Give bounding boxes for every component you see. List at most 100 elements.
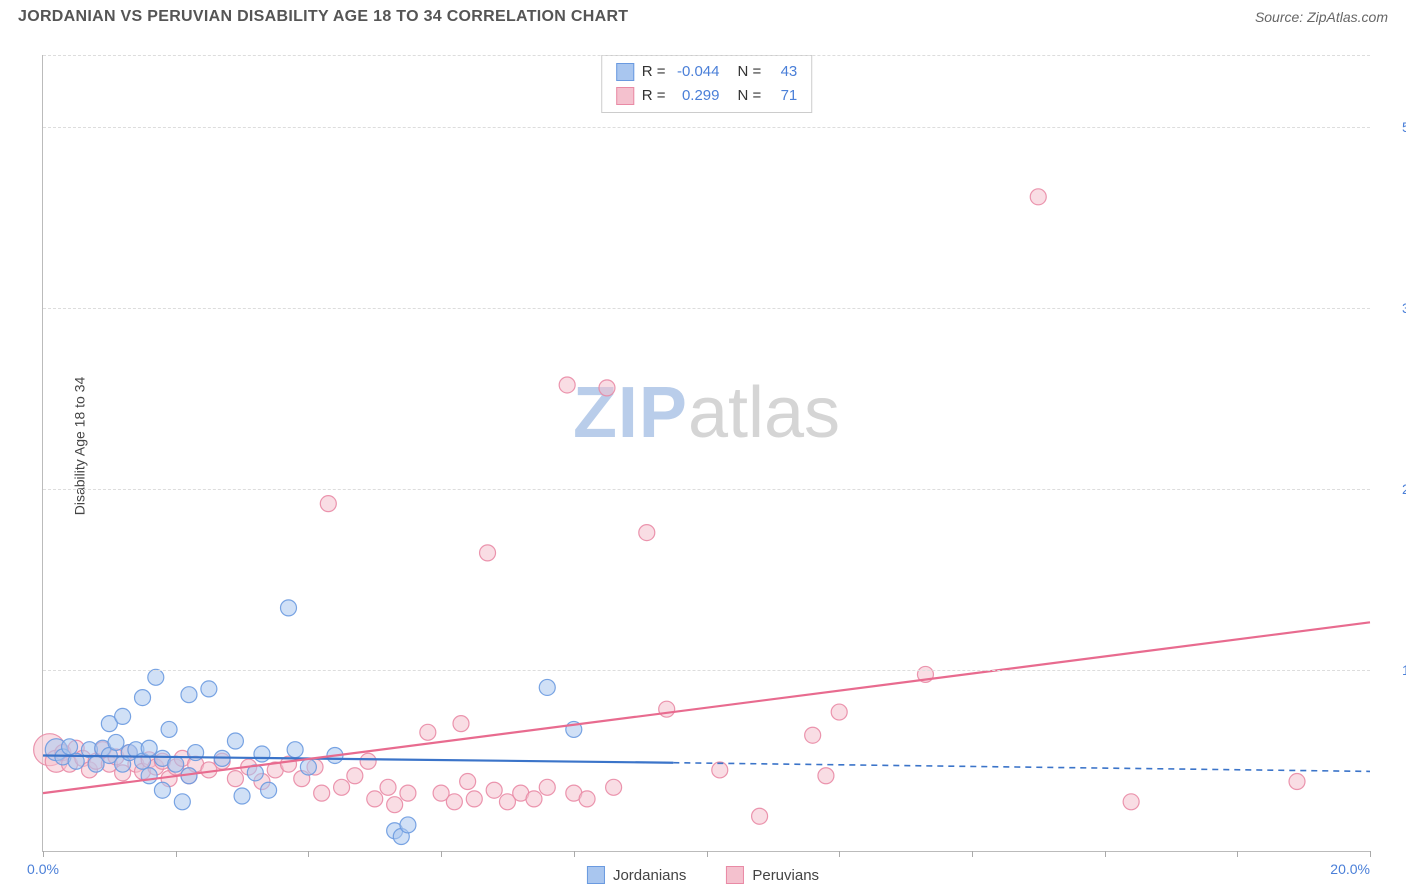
data-point (314, 785, 330, 801)
data-point (148, 669, 164, 685)
data-point (420, 724, 436, 740)
trend-line-peruvians (43, 622, 1370, 793)
data-point (347, 768, 363, 784)
x-tick (308, 851, 309, 857)
y-tick-label: 50.0% (1402, 119, 1406, 135)
data-point (387, 797, 403, 813)
x-tick (441, 851, 442, 857)
series-peruvians (34, 189, 1305, 824)
data-point (818, 768, 834, 784)
data-point (1289, 774, 1305, 790)
data-point (579, 791, 595, 807)
data-point (280, 600, 296, 616)
data-point (227, 771, 243, 787)
data-point (141, 740, 157, 756)
data-point (1123, 794, 1139, 810)
y-tick-label: 37.5% (1402, 300, 1406, 316)
x-tick-label: 20.0% (1330, 861, 1370, 877)
data-point (181, 687, 197, 703)
source-attribution: Source: ZipAtlas.com (1255, 9, 1388, 25)
data-point (201, 681, 217, 697)
data-point (161, 721, 177, 737)
data-point (831, 704, 847, 720)
data-point (539, 779, 555, 795)
gridline (43, 670, 1370, 671)
x-tick (972, 851, 973, 857)
data-point (141, 768, 157, 784)
data-point (712, 762, 728, 778)
legend-label: Jordanians (613, 867, 686, 884)
x-tick (1237, 851, 1238, 857)
x-tick-label: 0.0% (27, 861, 59, 877)
legend-swatch (726, 866, 744, 884)
stats-n-value: 43 (769, 60, 797, 84)
data-point (526, 791, 542, 807)
legend-swatch (616, 63, 634, 81)
stats-n-value: 71 (769, 84, 797, 108)
gridline (43, 127, 1370, 128)
data-point (300, 759, 316, 775)
data-point (108, 734, 124, 750)
chart-plot-area: ZIPatlas R =-0.044N =43R =0.299N =71 12.… (42, 55, 1370, 852)
trend-line-jordanians-dashed (673, 763, 1370, 772)
data-point (400, 817, 416, 833)
data-point (234, 788, 250, 804)
y-tick-label: 12.5% (1402, 662, 1406, 678)
data-point (168, 756, 184, 772)
data-point (639, 525, 655, 541)
data-point (334, 779, 350, 795)
header-bar: JORDANIAN VS PERUVIAN DISABILITY AGE 18 … (0, 0, 1406, 34)
stats-r-label: R = (642, 60, 666, 84)
data-point (659, 701, 675, 717)
stats-r-label: R = (642, 84, 666, 108)
series-jordanians (45, 600, 582, 845)
stats-box: R =-0.044N =43R =0.299N =71 (601, 55, 813, 113)
x-tick (176, 851, 177, 857)
data-point (559, 377, 575, 393)
data-point (154, 782, 170, 798)
data-point (62, 739, 78, 755)
legend-swatch (616, 87, 634, 105)
data-point (460, 774, 476, 790)
legend-label: Peruvians (752, 867, 819, 884)
gridline (43, 489, 1370, 490)
data-point (606, 779, 622, 795)
data-point (400, 785, 416, 801)
data-point (599, 380, 615, 396)
data-point (287, 742, 303, 758)
data-point (453, 716, 469, 732)
data-point (174, 794, 190, 810)
legend-swatch (587, 866, 605, 884)
x-tick (1105, 851, 1106, 857)
scatter-svg (43, 55, 1370, 851)
data-point (752, 808, 768, 824)
data-point (135, 690, 151, 706)
stats-n-label: N = (738, 60, 762, 84)
x-tick (574, 851, 575, 857)
data-point (539, 679, 555, 695)
data-point (227, 733, 243, 749)
chart-title: JORDANIAN VS PERUVIAN DISABILITY AGE 18 … (18, 8, 628, 26)
data-point (805, 727, 821, 743)
data-point (320, 496, 336, 512)
legend-item: Jordanians (587, 866, 686, 884)
data-point (380, 779, 396, 795)
legend-item: Peruvians (726, 866, 819, 884)
y-tick-label: 25.0% (1402, 481, 1406, 497)
data-point (486, 782, 502, 798)
x-tick (1370, 851, 1371, 857)
stats-row: R =-0.044N =43 (616, 60, 798, 84)
stats-row: R = 0.299 N = 71 (616, 84, 798, 108)
stats-r-value: 0.299 (674, 84, 720, 108)
legend-bottom: Jordanians Peruvians (587, 866, 819, 884)
stats-n-label: N = (738, 84, 762, 108)
gridline (43, 55, 1370, 56)
data-point (261, 782, 277, 798)
x-tick (43, 851, 44, 857)
data-point (115, 708, 131, 724)
data-point (480, 545, 496, 561)
data-point (1030, 189, 1046, 205)
data-point (446, 794, 462, 810)
gridline (43, 308, 1370, 309)
data-point (360, 753, 376, 769)
